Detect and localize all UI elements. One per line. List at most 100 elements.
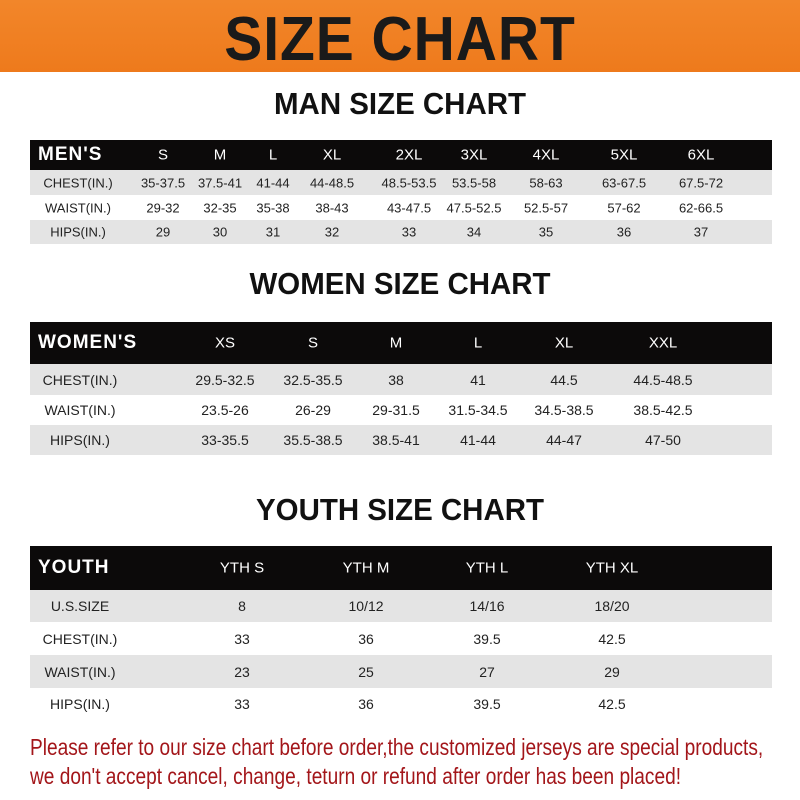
table-cell: 26-29 bbox=[295, 402, 331, 418]
table-cell: 58-63 bbox=[529, 175, 563, 190]
size-column-header: L bbox=[268, 146, 278, 164]
table-cell: 44.5-48.5 bbox=[633, 371, 693, 388]
table-cell: 30 bbox=[212, 224, 228, 240]
table-cell: 36 bbox=[358, 696, 374, 712]
table-cell: 35-38 bbox=[256, 200, 290, 215]
size-column-header: M bbox=[213, 146, 227, 164]
table-cell: 31.5-34.5 bbox=[448, 402, 508, 418]
size-column-header: 5XL bbox=[610, 146, 638, 164]
table-cell: 33-35.5 bbox=[201, 432, 249, 448]
size-column-header: 2XL bbox=[395, 146, 423, 164]
size-column-header: S bbox=[157, 146, 169, 164]
notice-line-1: Please refer to our size chart before or… bbox=[30, 734, 764, 760]
table-cell: 29-31.5 bbox=[372, 402, 420, 418]
table-cell: 57-62 bbox=[607, 200, 641, 215]
table-cell: 29.5-32.5 bbox=[195, 371, 255, 388]
section-title: YOUTH SIZE CHART bbox=[256, 492, 544, 527]
size-column-header: YTH L bbox=[465, 559, 509, 577]
row-label: CHEST(IN.) bbox=[42, 630, 118, 647]
table-row: U.S.SIZE 8 10/12 14/16 18/20 bbox=[30, 590, 772, 622]
size-column-header: XL bbox=[554, 334, 574, 352]
table-row: WAIST(IN.) 23 25 27 29 bbox=[30, 655, 772, 688]
size-column-header: YTH XL bbox=[585, 559, 639, 577]
table-cell: 29-32 bbox=[146, 200, 180, 215]
table-cell: 41 bbox=[470, 371, 486, 388]
table-header: MEN'S S M L XL 2XL 3XL 4XL 5XL 6XL bbox=[30, 140, 772, 170]
row-label: CHEST(IN.) bbox=[43, 175, 113, 190]
row-label: HIPS(IN.) bbox=[50, 696, 110, 712]
table-cell: 43-47.5 bbox=[386, 200, 432, 215]
size-column-header: 4XL bbox=[532, 146, 560, 164]
table-row: HIPS(IN.) 29 30 31 32 33 34 35 36 37 bbox=[30, 220, 772, 244]
size-column-header: XL bbox=[322, 146, 342, 164]
table-cell: 44.5 bbox=[550, 371, 578, 388]
table-cell: 39.5 bbox=[473, 696, 501, 712]
table-cell: 10/12 bbox=[348, 598, 384, 614]
size-column-header: XS bbox=[214, 334, 236, 352]
table-cell: 48.5-53.5 bbox=[381, 175, 437, 190]
table-cell: 33 bbox=[234, 630, 250, 647]
section-title: WOMEN SIZE CHART bbox=[249, 266, 551, 301]
table-cell: 63-67.5 bbox=[601, 175, 647, 190]
table-cell: 47.5-52.5 bbox=[446, 200, 502, 215]
table-row: CHEST(IN.) 29.5-32.5 32.5-35.5 38 41 44.5 44.5… bbox=[30, 364, 772, 395]
table-cell: 38.5-41 bbox=[372, 432, 420, 448]
size-column-header: S bbox=[307, 334, 319, 352]
table-header: YOUTH YTH S YTH M YTH L YTH XL bbox=[30, 546, 772, 590]
table-cell: 18/20 bbox=[594, 598, 630, 614]
size-column-header: M bbox=[389, 334, 403, 352]
table-row: CHEST(IN.) 35-37.5 37.5-41 41-44 44-48.5 48.5… bbox=[30, 170, 772, 195]
table-cell: 34 bbox=[466, 224, 482, 240]
table-cell: 42.5 bbox=[598, 696, 626, 712]
row-label: WAIST(IN.) bbox=[44, 402, 116, 418]
table-cell: 38 bbox=[388, 371, 404, 388]
table-label: WOMEN'S bbox=[38, 332, 138, 353]
row-label: HIPS(IN.) bbox=[50, 432, 110, 448]
table-row: HIPS(IN.) 33-35.5 35.5-38.5 38.5-41 41-44 44-… bbox=[30, 425, 772, 455]
table-cell: 35.5-38.5 bbox=[283, 432, 343, 448]
table-cell: 42.5 bbox=[598, 630, 626, 647]
table-row: HIPS(IN.) 33 36 39.5 42.5 bbox=[30, 688, 772, 720]
row-label: CHEST(IN.) bbox=[42, 371, 118, 388]
table-cell: 36 bbox=[358, 630, 374, 647]
size-column-header: XXL bbox=[648, 334, 678, 352]
table-cell: 32 bbox=[324, 224, 340, 240]
size-column-header: 6XL bbox=[687, 146, 715, 164]
title-banner: SIZE CHART bbox=[0, 0, 800, 74]
table-cell: 33 bbox=[234, 696, 250, 712]
table-cell: 14/16 bbox=[469, 598, 505, 614]
table-cell: 25 bbox=[358, 663, 374, 680]
table-row: CHEST(IN.) 33 36 39.5 42.5 bbox=[30, 622, 772, 655]
size-column-header: YTH M bbox=[342, 559, 390, 577]
table-cell: 38-43 bbox=[315, 200, 349, 215]
table-cell: 52.5-57 bbox=[523, 200, 569, 215]
size-column-header: L bbox=[473, 334, 483, 352]
table-cell: 39.5 bbox=[473, 630, 501, 647]
table-cell: 8 bbox=[238, 598, 246, 614]
table-cell: 37.5-41 bbox=[197, 175, 243, 190]
table-cell: 27 bbox=[479, 663, 495, 680]
table-cell: 41-44 bbox=[256, 175, 290, 190]
table-label: YOUTH bbox=[38, 557, 110, 578]
table-cell: 33 bbox=[401, 224, 417, 240]
table-cell: 36 bbox=[616, 224, 632, 240]
table-cell: 53.5-58 bbox=[451, 175, 497, 190]
row-label: U.S.SIZE bbox=[50, 598, 110, 614]
table-cell: 31 bbox=[265, 224, 281, 240]
table-header: WOMEN'S XS S M L XL XXL bbox=[30, 322, 772, 364]
table-cell: 29 bbox=[155, 224, 171, 240]
notice-line-2: we don't accept cancel, change, teturn o… bbox=[30, 763, 682, 789]
table-cell: 29 bbox=[604, 663, 620, 680]
table-cell: 47-50 bbox=[645, 432, 681, 448]
table-cell: 38.5-42.5 bbox=[633, 402, 693, 418]
table-cell: 32-35 bbox=[203, 200, 237, 215]
row-label: WAIST(IN.) bbox=[45, 200, 111, 215]
table-cell: 35 bbox=[538, 224, 554, 240]
section-title: MAN SIZE CHART bbox=[274, 86, 526, 121]
table-row: WAIST(IN.) 23.5-26 26-29 29-31.5 31.5-34.5 34… bbox=[30, 395, 772, 425]
table-cell: 23 bbox=[234, 663, 250, 680]
table-cell: 67.5-72 bbox=[678, 175, 724, 190]
table-cell: 41-44 bbox=[460, 432, 496, 448]
row-label: WAIST(IN.) bbox=[44, 663, 116, 680]
table-cell: 32.5-35.5 bbox=[283, 371, 343, 388]
